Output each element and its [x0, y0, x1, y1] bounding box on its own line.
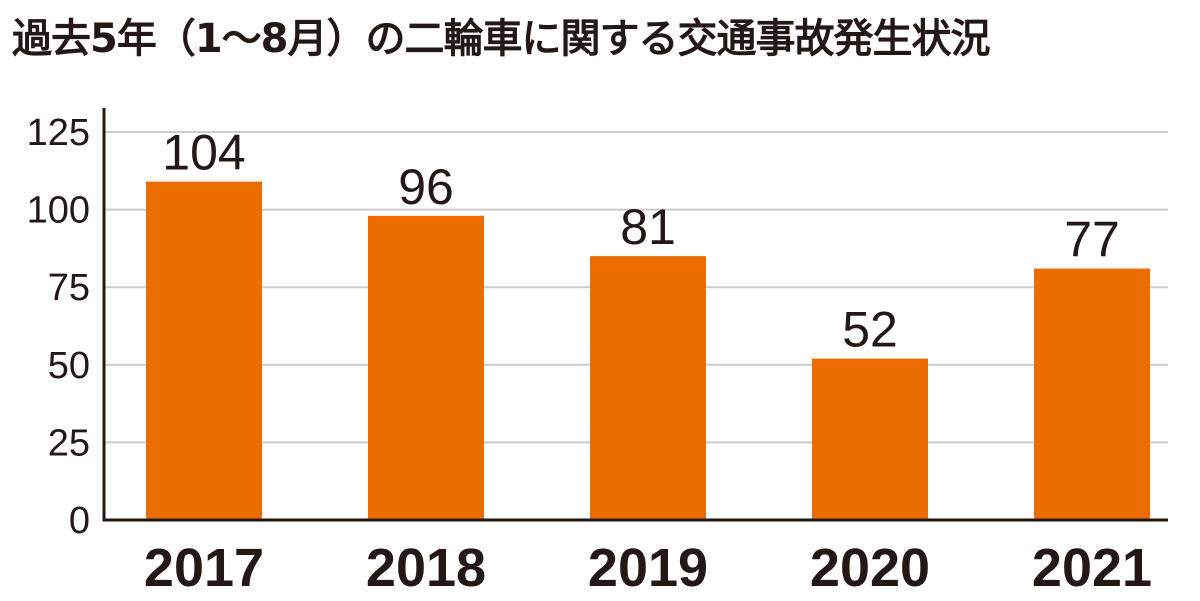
- y-tick-label-100: 100: [27, 190, 90, 232]
- chart-title: 過去5年（1〜8月）の二輪車に関する交通事故発生状況: [12, 16, 990, 62]
- value-label-2020: 52: [842, 302, 898, 358]
- category-label-2020: 2020: [810, 538, 930, 598]
- value-labels: 104 96 81 52 77: [162, 125, 1120, 358]
- category-label-2017: 2017: [144, 538, 264, 598]
- y-tick-label-25: 25: [48, 422, 90, 464]
- bars: [146, 181, 1150, 521]
- category-label-2018: 2018: [366, 538, 486, 598]
- category-label-2021: 2021: [1032, 538, 1152, 598]
- bar-2021: [1034, 268, 1150, 520]
- y-tick-label-0: 0: [69, 500, 90, 542]
- category-label-2019: 2019: [588, 538, 708, 598]
- value-label-2018: 96: [398, 159, 454, 215]
- value-label-2021: 77: [1064, 212, 1120, 268]
- y-tick-label-75: 75: [48, 267, 90, 309]
- bar-2018: [368, 215, 484, 521]
- y-tick-labels: 0 25 50 75 100 125: [27, 112, 90, 542]
- y-tick-label-125: 125: [27, 112, 90, 154]
- axes: [102, 108, 1168, 522]
- value-label-2019: 81: [620, 199, 676, 255]
- bar-2020: [812, 358, 928, 520]
- bar-2017: [146, 181, 262, 520]
- bar-2019: [590, 256, 706, 520]
- y-tick-label-50: 50: [48, 345, 90, 387]
- value-label-2017: 104: [162, 125, 245, 181]
- category-labels: 2017 2018 2019 2020 2021: [144, 538, 1152, 598]
